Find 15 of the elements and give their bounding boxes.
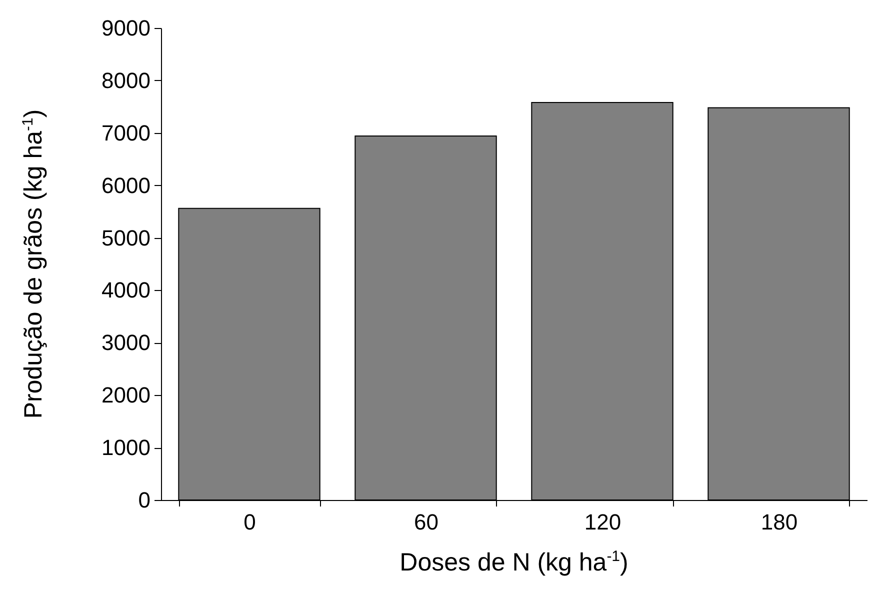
x-tick-label: 60: [414, 510, 438, 534]
y-tick-label: 2000: [102, 382, 150, 408]
x-tick-label: 180: [760, 510, 798, 534]
y-tick-label: 7000: [102, 120, 150, 146]
y-tick-label: 6000: [102, 172, 150, 198]
x-tick-label: 0: [244, 510, 256, 534]
y-tick-label: 8000: [102, 68, 150, 93]
y-tick-label: 5000: [102, 225, 150, 250]
x-axis-title: Doses de N (kg ha$^{-1}$): [400, 548, 628, 578]
x-tick-label: 120: [584, 510, 622, 534]
y-tick-label: 4000: [102, 278, 150, 303]
y-tick-label: 1000: [102, 435, 150, 460]
y-tick-label: 3000: [102, 330, 150, 356]
y-tick-label: 0: [138, 488, 150, 512]
y-tick-label: 9000: [102, 16, 150, 40]
